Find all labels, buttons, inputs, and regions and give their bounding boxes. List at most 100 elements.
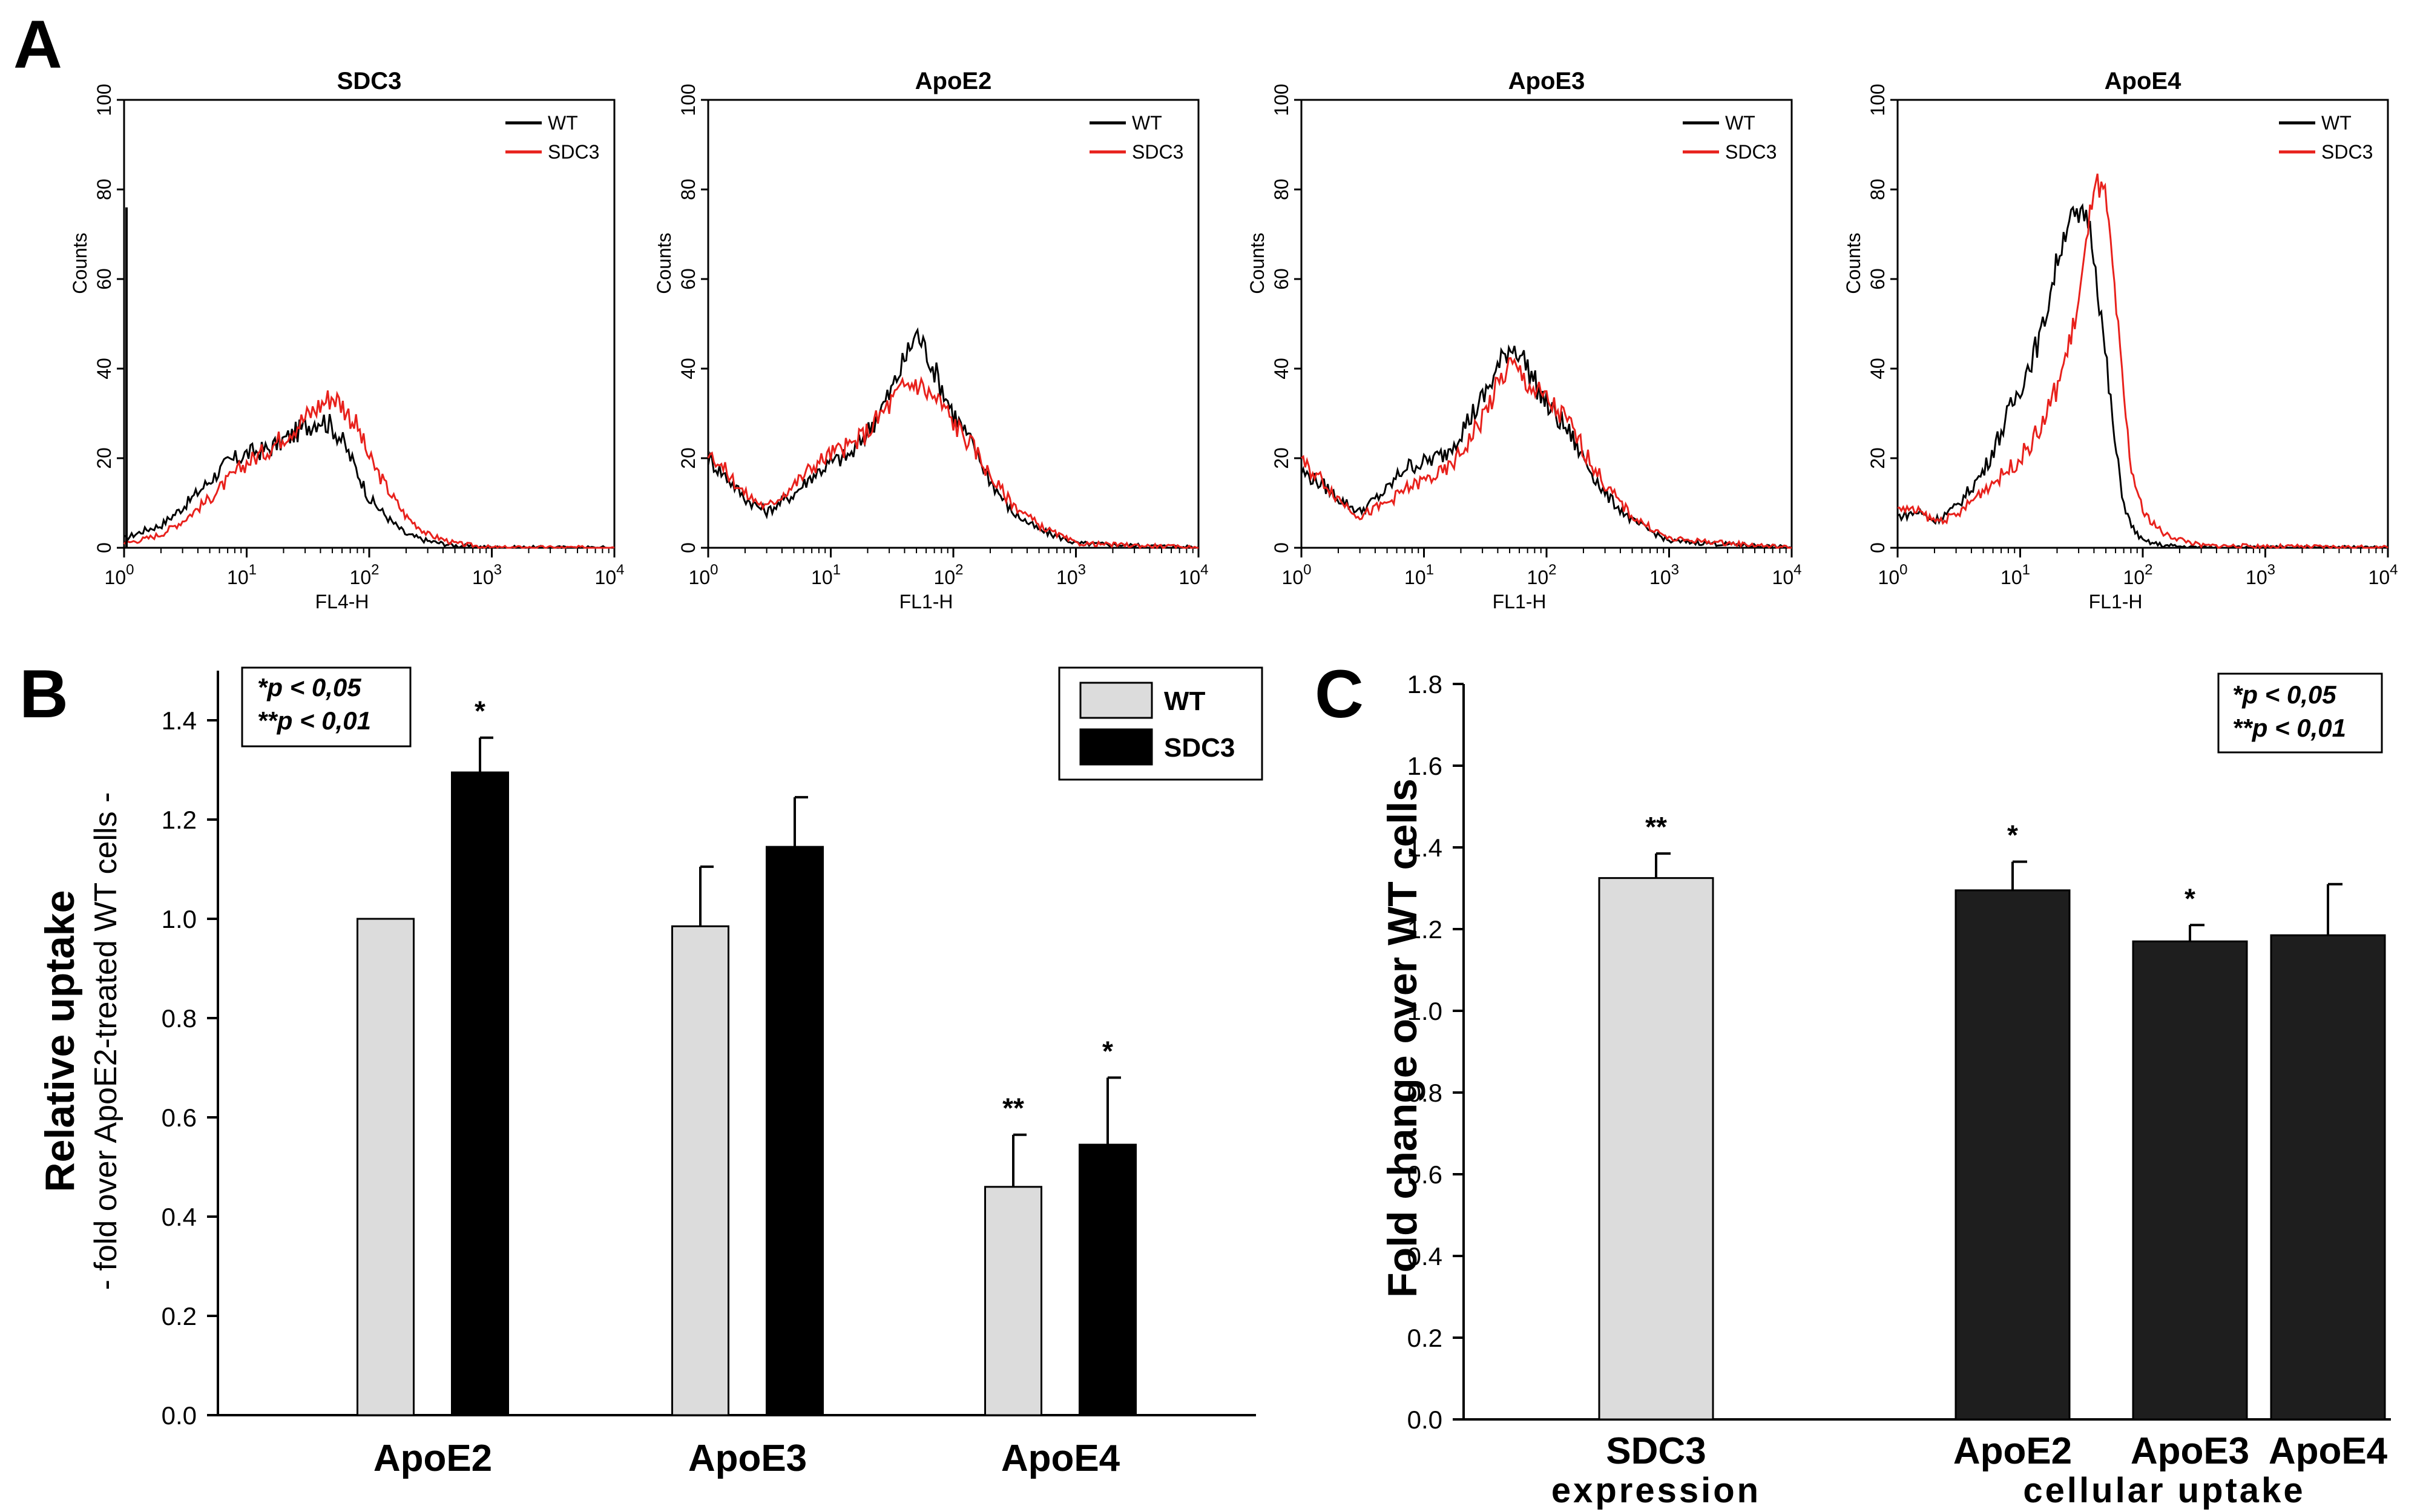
- x-tick-label: 100: [1878, 562, 1908, 588]
- plot-frame: [123, 99, 616, 549]
- category-label: ApoE2: [1953, 1430, 2072, 1472]
- p-value-note: **p < 0,01: [257, 706, 371, 735]
- y-tick-label: 0: [1271, 542, 1292, 553]
- x-axis-label: FL1-H: [899, 591, 953, 613]
- legend-label-wt: WT: [1132, 112, 1162, 134]
- y-tick-label: 1.2: [1407, 915, 1442, 944]
- plot-frame: [707, 99, 1200, 549]
- x-axis-label: FL1-H: [2089, 591, 2143, 613]
- significance-marker: **: [1645, 811, 1667, 843]
- plot-frame: [1300, 99, 1793, 549]
- histogram-panels: SDC3 0 20 40 60 80 100 Counts 100 101 102 103 104 FL4…: [69, 68, 2398, 613]
- p-value-box: [2217, 672, 2383, 754]
- y-tick-label: 20: [1867, 447, 1889, 469]
- y-tick-label: 1.0: [1407, 997, 1442, 1025]
- y-tick-label: 60: [1867, 268, 1889, 290]
- y-tick-label: 1.8: [1407, 670, 1442, 698]
- y-tick-label: 100: [93, 84, 115, 116]
- bar-sdc3: [1598, 877, 1714, 1421]
- bar-wt-apoe4: [984, 1186, 1042, 1416]
- legend-label-wt: WT: [548, 112, 578, 134]
- histogram-series-sdc3: [123, 390, 615, 549]
- panel-b-bar-chart: 0.0 0.2 0.4 0.6 0.8 1.0 1.2 1.4 Relative uptake -…: [37, 666, 1263, 1479]
- histogram-title: ApoE3: [1508, 68, 1585, 94]
- y-tick-label: 100: [677, 84, 699, 116]
- y-tick-label: 60: [93, 268, 115, 290]
- y-tick-label: 20: [1271, 447, 1292, 469]
- legend-label-sdc3: SDC3: [2321, 141, 2373, 163]
- y-tick-label: 0.2: [1407, 1324, 1442, 1352]
- y-tick-label: 0.6: [1407, 1160, 1442, 1189]
- x-axis-label: FL4-H: [315, 591, 369, 613]
- y-tick-label: 0.6: [162, 1103, 197, 1132]
- y-tick-label: 80: [1867, 179, 1889, 200]
- legend-label-sdc3: SDC3: [1164, 733, 1235, 763]
- x-tick-label: 104: [595, 562, 625, 588]
- significance-marker: *: [2185, 883, 2195, 914]
- histogram-series-wt: [707, 327, 1199, 550]
- bar-apoe2: [1955, 889, 2071, 1421]
- bar-sdc3-apoe2: [451, 771, 509, 1416]
- y-tick-label: 60: [1271, 268, 1292, 290]
- histogram-series-sdc3: [707, 376, 1198, 550]
- y-tick-label: 0: [677, 542, 699, 553]
- y-tick-label: 80: [677, 179, 699, 200]
- plot-frame: [1896, 99, 2389, 549]
- legend-label-sdc3: SDC3: [1725, 141, 1777, 163]
- y-tick-label: 20: [93, 447, 115, 469]
- panel-letter-b: B: [19, 656, 68, 732]
- p-value-box: [241, 666, 412, 748]
- histogram-title: ApoE4: [2105, 68, 2181, 94]
- x-tick-label: 100: [1282, 562, 1312, 588]
- x-tick-label: 102: [934, 562, 964, 588]
- significance-marker: *: [1102, 1035, 1113, 1067]
- histogram-series-wt: [1300, 344, 1792, 550]
- significance-marker: *: [2007, 820, 2018, 851]
- y-tick-label: 1.6: [1407, 752, 1442, 780]
- x-tick-label: 101: [2001, 562, 2030, 588]
- y-tick-label: 60: [677, 268, 699, 290]
- x-tick-label: 104: [1179, 562, 1209, 588]
- histogram-series-sdc3: [1897, 173, 2388, 550]
- y-axis-label: Fold change over WT cells: [1379, 778, 1425, 1298]
- x-tick-label: 103: [1649, 562, 1679, 588]
- bar-wt-apoe3: [671, 925, 729, 1416]
- histogram-panel-apoe2: ApoE2 0 20 40 60 80 100 Counts 100 101 102 103 104 FL…: [653, 68, 1208, 613]
- p-value-note: **p < 0,01: [2232, 714, 2346, 742]
- legend-label-wt: WT: [2321, 112, 2352, 134]
- histogram-panel-apoe4: ApoE4 0 20 40 60 80 100 Counts 100 101 102 103 104 FL…: [1843, 68, 2398, 613]
- y-tick-label: 1.4: [162, 706, 197, 735]
- x-tick-label: 103: [2246, 562, 2275, 588]
- category-label: ApoE3: [2131, 1430, 2249, 1472]
- category-label: ApoE2: [373, 1438, 492, 1479]
- y-tick-label: 0.0: [162, 1401, 197, 1430]
- y-tick-label: 100: [1867, 84, 1889, 116]
- category-label: ApoE4: [1001, 1438, 1120, 1479]
- x-tick-label: 100: [689, 562, 718, 588]
- y-tick-label: 0.8: [162, 1004, 197, 1033]
- x-axis-label: FL1-H: [1493, 591, 1547, 613]
- y-tick-label: 1.2: [162, 806, 197, 834]
- histogram-panel-apoe3: ApoE3 0 20 40 60 80 100 Counts 100 101 102 103 104 FL…: [1246, 68, 1801, 613]
- y-tick-label: 40: [1867, 358, 1889, 380]
- y-tick-label: 0.4: [162, 1203, 197, 1231]
- x-tick-label: 103: [1056, 562, 1086, 588]
- y-tick-label: 80: [1271, 179, 1292, 200]
- group-label-cellular-uptake: cellular uptake: [2023, 1471, 2305, 1510]
- x-tick-label: 103: [472, 562, 502, 588]
- legend-label-wt: WT: [1164, 686, 1206, 716]
- histogram-title: SDC3: [337, 68, 402, 94]
- legend-label-sdc3: SDC3: [1132, 141, 1183, 163]
- x-tick-label: 100: [105, 562, 134, 588]
- p-value-note: *p < 0,05: [2232, 680, 2336, 709]
- y-tick-label: 1.0: [162, 905, 197, 933]
- x-tick-label: 104: [1772, 562, 1802, 588]
- p-value-note: *p < 0,05: [257, 673, 361, 702]
- legend-label-sdc3: SDC3: [548, 141, 599, 163]
- histogram-series-wt: [123, 413, 615, 550]
- significance-marker: *: [475, 695, 485, 727]
- y-tick-label: 0.4: [1407, 1242, 1442, 1270]
- y-axis-label: Counts: [69, 232, 91, 294]
- bar-apoe4: [2270, 934, 2386, 1421]
